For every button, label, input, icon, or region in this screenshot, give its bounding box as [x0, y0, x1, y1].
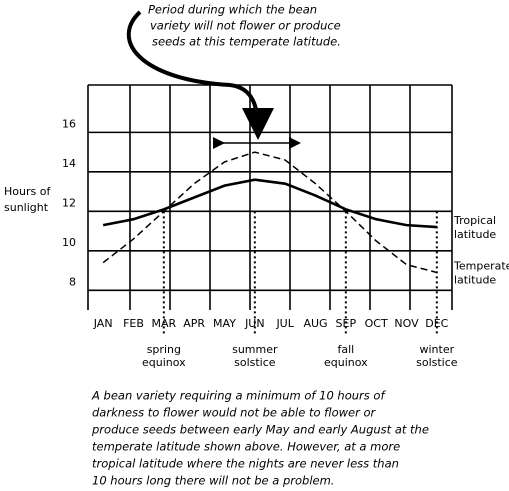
- series-label: Tropical latitude: [453, 214, 496, 241]
- bottom-note: produce seeds between early May and earl…: [91, 423, 429, 437]
- y-tick-label: 8: [69, 275, 76, 288]
- pointer-arrow: [126, 10, 274, 140]
- series-line: [102, 178, 437, 229]
- bottom-note: 10 hours long there will not be a proble…: [92, 474, 334, 488]
- series-line: [102, 151, 438, 274]
- x-tick-label: AUG: [303, 317, 327, 330]
- x-tick-label: OCT: [365, 317, 388, 330]
- y-axis-label: sunlight: [4, 201, 49, 214]
- vertical-grid: [87, 84, 453, 310]
- x-tick-label: FEB: [123, 317, 144, 330]
- y-tick-label: 10: [62, 236, 76, 249]
- y-tick-label: 12: [62, 196, 76, 209]
- event-label: winter solstice: [416, 343, 458, 369]
- x-tick-label: JAN: [93, 317, 113, 330]
- x-tick-label: MAY: [213, 317, 236, 330]
- top-note: Period during which the bean: [148, 3, 317, 17]
- x-tick-label: NOV: [394, 317, 419, 330]
- x-tick-label: APR: [183, 317, 205, 330]
- y-tick-label: 14: [62, 157, 76, 170]
- series-label: Temperate latitude: [453, 260, 509, 287]
- x-tick-label: DEC: [425, 317, 448, 330]
- bottom-note: temperate latitude shown above. However,…: [92, 440, 400, 454]
- x-tick-label: MAR: [151, 317, 176, 330]
- event-label: summer solstice: [232, 343, 278, 369]
- event-label: spring equinox: [142, 343, 186, 369]
- x-tick-label: JUN: [244, 317, 265, 330]
- bottom-note: tropical latitude where the nights are n…: [92, 457, 399, 471]
- top-note: seeds at this temperate latitude.: [152, 35, 341, 49]
- x-tick-label: SEP: [336, 317, 357, 330]
- bottom-note: A bean variety requiring a minimum of 10…: [91, 389, 386, 403]
- event-label: fall equinox: [324, 343, 368, 369]
- bottom-note: darkness to flower would not be able to …: [92, 406, 377, 420]
- y-tick-label: 16: [62, 117, 76, 130]
- x-tick-label: JUL: [275, 317, 294, 330]
- top-note: variety will not flower or produce: [150, 19, 341, 33]
- y-axis-label: Hours of: [4, 185, 51, 198]
